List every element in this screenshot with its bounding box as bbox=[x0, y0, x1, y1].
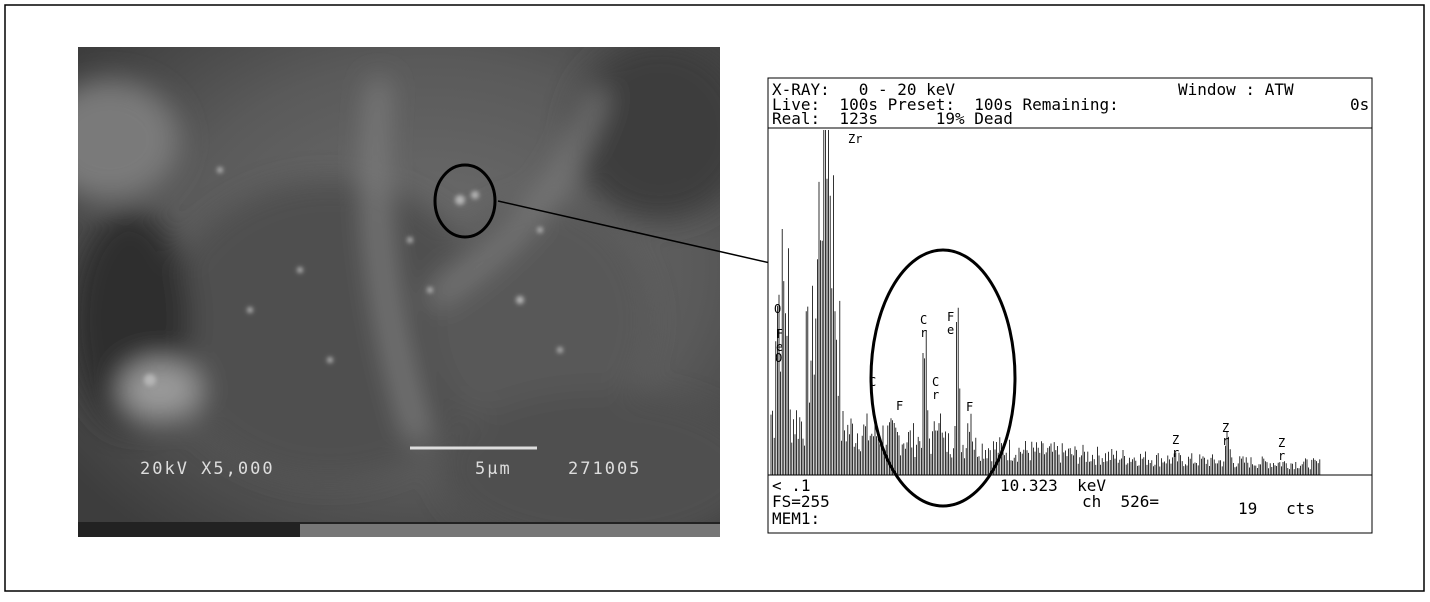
spectrum-header: 0s bbox=[1350, 95, 1369, 114]
peak-label: O bbox=[775, 351, 782, 365]
sem-label: 20kV X5,000 bbox=[140, 459, 275, 479]
spectrum-panel bbox=[767, 77, 1373, 534]
peak-label: O bbox=[774, 302, 781, 316]
spectrum-trace bbox=[770, 130, 1321, 475]
frame bbox=[4, 4, 1425, 592]
spectrum-footer: ch 526= bbox=[1082, 492, 1159, 511]
spectrum-header: Live: 100s Preset: 100s Remaining: bbox=[772, 95, 1119, 114]
spectrum-footer: MEM1: bbox=[772, 509, 820, 528]
spectrum-footer: 10.323 keV bbox=[1000, 476, 1106, 495]
peak-label: C bbox=[869, 375, 876, 389]
region-ellipse bbox=[869, 248, 1017, 508]
spectrum-header: X-RAY: 0 - 20 keV bbox=[772, 80, 955, 99]
peak-label: F bbox=[966, 400, 973, 414]
scale-label: 5µm bbox=[475, 459, 512, 479]
spectrum-footer: 19 cts bbox=[1238, 499, 1315, 518]
particle-circle bbox=[433, 163, 497, 239]
peak-label: F bbox=[896, 399, 903, 413]
spectrum-header: Real: 123s 19% Dead bbox=[772, 109, 1013, 128]
peak-label: Zr bbox=[848, 132, 862, 146]
spectrum-bars bbox=[770, 130, 1321, 475]
spectrum-footer: < .1 bbox=[772, 476, 811, 495]
image-id: 271005 bbox=[568, 459, 641, 479]
sem-image: 20kV X5,000 5µm 271005 bbox=[78, 47, 720, 537]
spectrum-header: Window : ATW bbox=[1178, 80, 1294, 99]
spectrum-footer: FS=255 bbox=[772, 492, 830, 511]
